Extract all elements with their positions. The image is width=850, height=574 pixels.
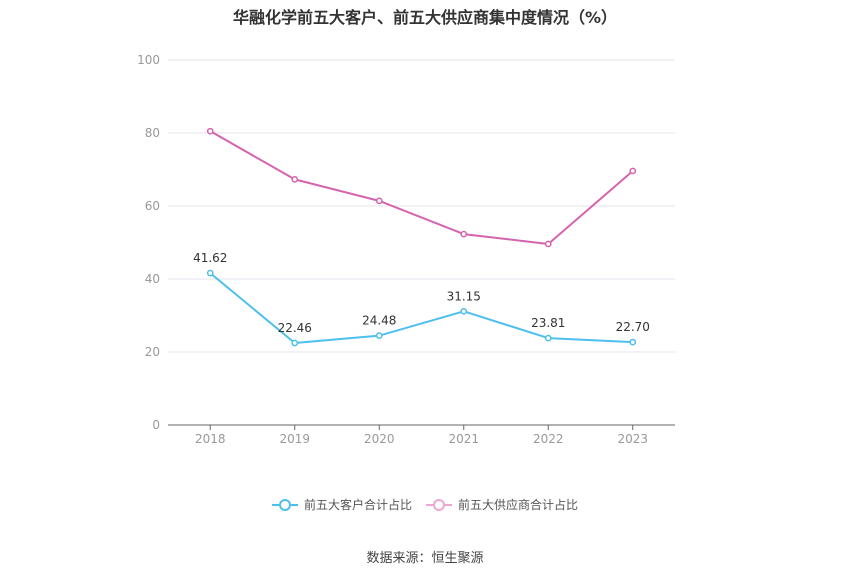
x-tick-label: 2022 — [533, 432, 564, 446]
legend-marker-customers — [271, 498, 298, 511]
data-point — [206, 127, 214, 135]
y-tick-label: 100 — [137, 53, 160, 67]
x-tick-label: 2023 — [617, 432, 648, 446]
data-label: 22.46 — [278, 321, 312, 335]
legend-label-customers: 前五大客户合计占比 — [303, 498, 412, 512]
data-label: 23.81 — [531, 316, 565, 330]
legend-marker-suppliers — [426, 498, 452, 511]
data-point — [460, 230, 468, 238]
data-label: 41.62 — [193, 251, 227, 265]
x-tick-label: 2020 — [364, 432, 395, 446]
data-point — [291, 176, 299, 183]
data-label: 31.15 — [447, 289, 481, 303]
chart-title: 华融化学前五大客户、前五大供应商集中度情况（%） — [232, 8, 618, 27]
y-tick-label: 20 — [145, 345, 160, 359]
data-point — [375, 332, 383, 339]
data-point — [206, 269, 214, 277]
data-point — [460, 307, 468, 315]
series-line-1 — [209, 130, 634, 245]
y-tick-label: 60 — [145, 199, 160, 213]
x-tick-label: 2019 — [279, 432, 310, 446]
x-tick-label: 2021 — [448, 432, 479, 446]
data-label: 24.48 — [362, 314, 396, 328]
data-label: 22.70 — [616, 320, 650, 334]
series-line-0 — [209, 272, 633, 345]
data-point — [544, 334, 552, 342]
legend: 前五大客户合计占比 前五大供应商合计占比 — [0, 496, 850, 513]
data-source-note: 数据来源：恒生聚源 — [366, 551, 484, 566]
legend-item-customers[interactable]: 前五大客户合计占比 — [271, 496, 412, 513]
legend-label-suppliers: 前五大供应商合计占比 — [458, 498, 579, 512]
y-tick-label: 80 — [145, 126, 160, 140]
data-point — [375, 197, 383, 205]
legend-item-suppliers[interactable]: 前五大供应商合计占比 — [426, 496, 578, 513]
x-tick-label: 2018 — [195, 432, 226, 446]
data-point — [629, 167, 637, 175]
data-point — [544, 240, 552, 248]
data-point — [291, 339, 299, 347]
y-tick-label: 40 — [145, 272, 160, 286]
data-point — [629, 338, 637, 346]
y-tick-label: 0 — [152, 418, 160, 432]
